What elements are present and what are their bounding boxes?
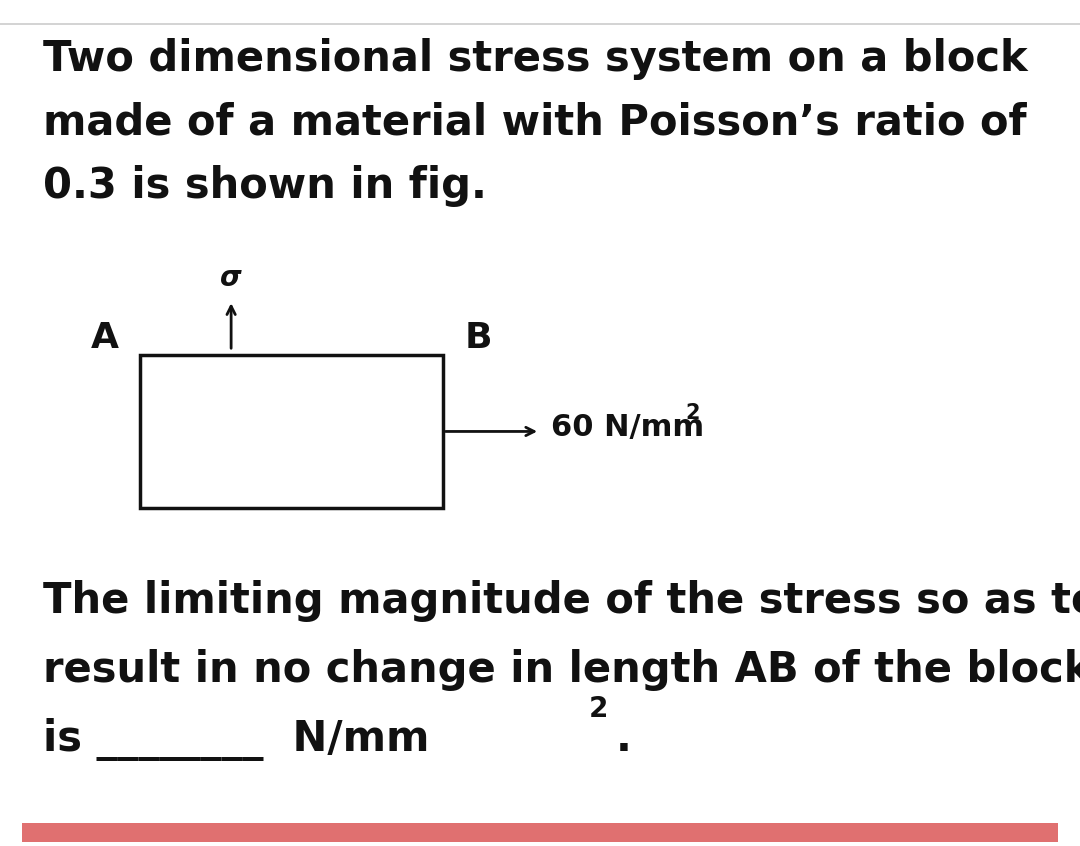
Text: 2: 2: [589, 695, 608, 723]
Text: 0.3 is shown in fig.: 0.3 is shown in fig.: [43, 165, 487, 207]
Bar: [22, 823, 1058, 842]
Text: is ________  N/mm: is ________ N/mm: [43, 718, 430, 761]
Text: A: A: [91, 321, 119, 355]
Bar: [140, 355, 443, 508]
Text: 60 N/mm: 60 N/mm: [551, 413, 704, 442]
Text: Two dimensional stress system on a block: Two dimensional stress system on a block: [43, 38, 1028, 80]
Text: B: B: [464, 321, 491, 355]
Text: The limiting magnitude of the stress so as to: The limiting magnitude of the stress so …: [43, 580, 1080, 622]
Text: σ: σ: [220, 264, 242, 292]
Text: result in no change in length AB of the block: result in no change in length AB of the …: [43, 649, 1080, 691]
Text: .: .: [616, 718, 632, 761]
Text: 2: 2: [686, 403, 700, 423]
Text: made of a material with Poisson’s ratio of: made of a material with Poisson’s ratio …: [43, 102, 1027, 144]
